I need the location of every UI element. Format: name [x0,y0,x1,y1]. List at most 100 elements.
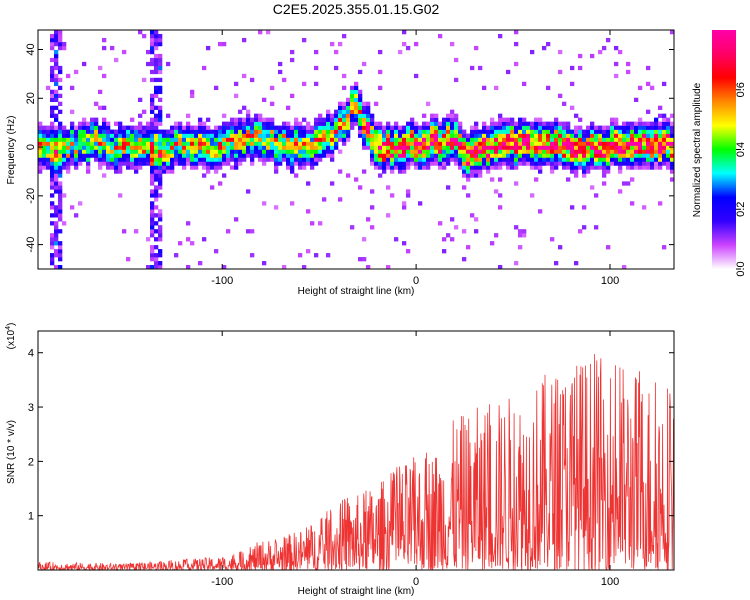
heatmap-cell [606,125,611,130]
heatmap-cell [598,161,603,166]
heatmap-cell [114,141,119,146]
heatmap-cell [662,141,667,146]
heatmap-cell [154,161,159,166]
heatmap-cell [402,137,407,142]
heatmap-cell [146,129,151,134]
heatmap-cell [614,157,619,162]
heatmap-cell [606,145,611,150]
heatmap-cell [438,137,443,142]
heatmap-cell [518,137,523,142]
heatmap-cell [122,153,127,158]
heatmap-cell [642,141,647,146]
heatmap-cell [402,165,407,170]
heatmap-cell [614,121,619,126]
heatmap-cell [414,73,419,79]
heatmap-cell [170,165,175,170]
heatmap-cell [602,149,607,154]
heatmap-cell [118,141,123,146]
heatmap-cell [650,85,655,91]
heatmap-cell [50,105,55,110]
heatmap-cell [638,141,643,146]
heatmap-cell [622,157,627,162]
heatmap-cell [602,145,607,150]
heatmap-cell [70,149,75,154]
heatmap-cell [190,125,195,130]
heatmap-cell [154,145,159,150]
heatmap-cell [474,161,479,166]
heatmap-cell [466,137,471,142]
heatmap-cell [438,125,443,130]
heatmap-cell [202,125,207,130]
heatmap-cell [130,125,135,130]
heatmap-cell [258,129,263,134]
heatmap-cell [438,157,443,162]
heatmap-cell [530,125,535,130]
heatmap-cell [250,157,255,162]
heatmap-cell [410,161,415,166]
heatmap-cell [622,129,627,134]
heatmap-cell [554,149,559,154]
heatmap-cell [342,101,347,106]
heatmap-cell [146,149,151,154]
heatmap-cell [338,109,343,114]
heatmap-cell [310,149,315,154]
heatmap-cell [670,125,675,130]
heatmap-cell [570,129,575,134]
heatmap-cell [662,137,667,142]
heatmap-cell [242,129,247,134]
heatmap-cell [102,105,107,110]
heatmap-cell [122,49,127,55]
heatmap-cell [570,145,575,150]
heatmap-cell [194,125,199,130]
heatmap-cell [398,125,403,130]
heatmap-cell [442,161,447,166]
heatmap-cell [178,141,183,146]
heatmap-cell [134,149,139,154]
heatmap-cell [50,177,55,182]
heatmap-cell [126,157,131,162]
heatmap-cell [606,169,611,174]
heatmap-cell [474,165,479,170]
heatmap-cell [538,165,543,170]
heatmap-cell [506,141,511,146]
heatmap-cell [258,125,263,130]
heatmap-cell [586,125,591,130]
heatmap-cell [438,133,443,138]
heatmap-cell [498,205,503,210]
heatmap-cell [506,133,511,138]
heatmap-cell [130,157,135,162]
heatmap-cell [450,117,455,122]
heatmap-cell [54,177,59,182]
heatmap-cell [306,137,311,142]
heatmap-cell [86,125,91,130]
heatmap-cell [442,145,447,150]
heatmap-cell [658,113,663,118]
heatmap-cell [458,145,463,150]
heatmap-cell [482,161,487,166]
heatmap-cell [402,30,407,35]
heatmap-cell [158,265,163,270]
heatmap-cell [342,141,347,146]
heatmap-cell [530,137,535,142]
heatmap-cell [186,221,191,226]
heatmap-cell [458,125,463,130]
heatmap-cell [294,129,299,134]
heatmap-cell [502,137,507,142]
heatmap-cell [130,161,135,166]
heatmap-cell [514,161,519,166]
heatmap-cell [162,133,167,138]
heatmap-cell [586,169,591,174]
heatmap-cell [366,137,371,142]
heatmap-cell [318,121,323,126]
heatmap-cell [202,149,207,154]
heatmap-cell [450,157,455,162]
heatmap-cell [226,137,231,142]
heatmap-cell [386,213,391,218]
heatmap-cell [414,149,419,154]
heatmap-cell [90,149,95,154]
heatmap-cell [462,185,467,190]
heatmap-cell [138,129,143,134]
heatmap-cell [514,129,519,134]
heatmap-cell [634,157,639,162]
heatmap-cell [42,137,47,142]
